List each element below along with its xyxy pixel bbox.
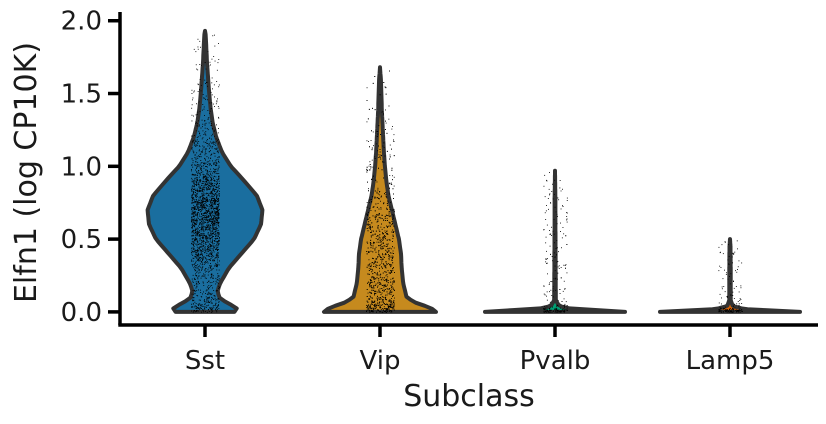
points-lamp5 — [718, 240, 743, 313]
violin-lamp5 — [658, 237, 802, 314]
x-tick-label-sst: Sst — [185, 346, 225, 376]
x-tick-label-lamp5: Lamp5 — [686, 346, 775, 376]
y-tick-label: 1.5 — [61, 80, 102, 110]
y-axis-title: Elfn1 (log CP10K) — [9, 42, 44, 303]
y-tick-label: 1.0 — [61, 152, 102, 182]
points-vip — [366, 70, 395, 313]
points-pvalb — [543, 172, 568, 313]
y-tick-label: 0.0 — [61, 298, 102, 328]
x-tick-label-pvalb: Pvalb — [520, 346, 591, 376]
jitter-points-layer — [191, 34, 743, 313]
points-sst — [191, 34, 220, 313]
x-tick-label-vip: Vip — [360, 346, 401, 376]
y-tick-label: 2.0 — [61, 7, 102, 37]
violin-pvalb — [483, 168, 627, 314]
violins-layer — [145, 28, 802, 314]
x-axis-title: Subclass — [403, 379, 535, 414]
y-tick-label: 0.5 — [61, 225, 102, 255]
axes-layer: 0.0 0.5 1.0 1.5 2.0 Sst Vip Pvalb Lamp5 Subclass E… — [9, 7, 818, 414]
violin-vip — [322, 65, 438, 314]
violin-sst — [145, 28, 265, 314]
